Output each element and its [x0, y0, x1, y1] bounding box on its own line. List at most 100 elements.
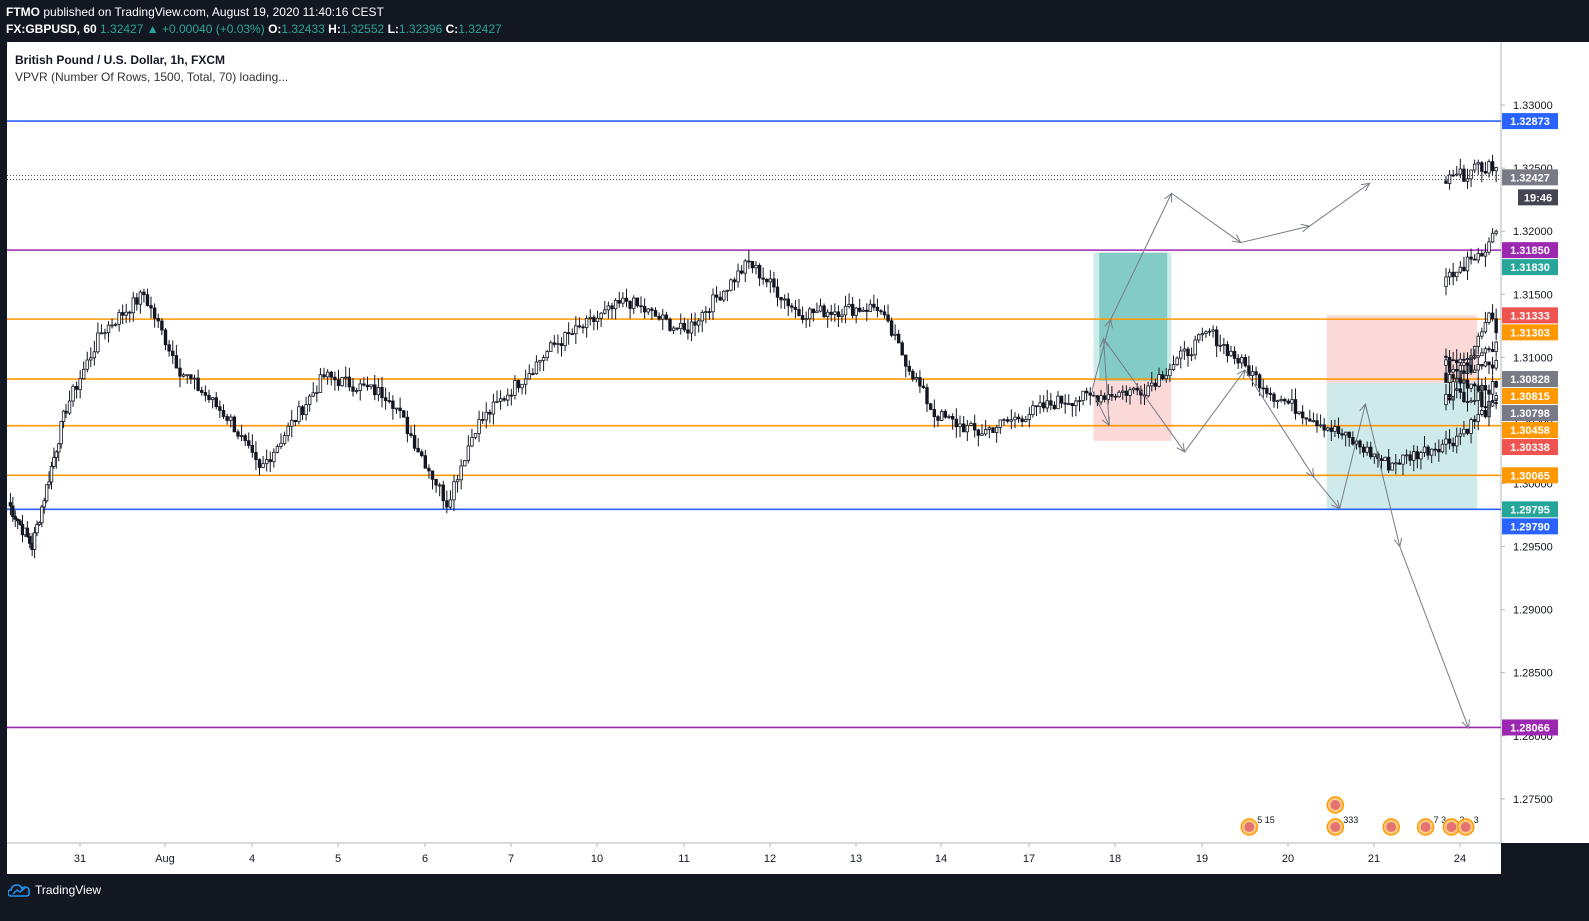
candle — [1340, 428, 1344, 440]
candle — [49, 461, 54, 490]
candle — [1419, 450, 1423, 470]
price-label-bg — [1502, 501, 1558, 518]
candle — [725, 289, 730, 302]
candle — [1429, 448, 1434, 464]
zone-long-target-filled[interactable] — [1099, 252, 1168, 381]
candle — [167, 340, 171, 357]
candle — [1401, 454, 1405, 476]
x-tick-label: 24 — [1454, 853, 1466, 865]
candle — [1469, 397, 1473, 404]
price-label-bg — [1502, 242, 1558, 259]
candle — [1200, 327, 1205, 342]
candle — [829, 304, 833, 322]
candle — [1189, 347, 1194, 362]
candle — [886, 304, 890, 323]
arrow-down-path-2[interactable] — [1103, 338, 1186, 453]
candle — [434, 478, 438, 493]
candle — [156, 313, 160, 329]
arrow-down-path-0[interactable] — [1091, 389, 1110, 426]
candle — [527, 364, 531, 380]
candle — [1465, 251, 1470, 280]
candle — [563, 331, 567, 352]
candle — [1483, 396, 1488, 419]
candle — [790, 303, 794, 313]
candle — [1361, 443, 1366, 458]
candle — [1275, 399, 1280, 409]
high-value: 1.32552 — [340, 22, 385, 36]
candle — [947, 414, 951, 420]
candle — [650, 306, 654, 321]
arrow-down-path-8[interactable] — [1399, 546, 1470, 729]
candle — [138, 290, 143, 314]
arrow-down-path-3[interactable] — [1184, 369, 1246, 453]
candle — [351, 377, 355, 397]
candle — [1451, 364, 1455, 378]
candle — [236, 429, 240, 440]
candle — [178, 358, 182, 388]
candle — [1490, 304, 1495, 322]
price-label: 1.31850 — [1510, 245, 1550, 257]
candle — [1494, 229, 1498, 236]
candle — [1476, 159, 1480, 176]
candle — [1494, 357, 1498, 371]
candle — [1462, 256, 1466, 272]
candle — [1013, 412, 1017, 429]
arrow-down-path-7[interactable] — [1364, 403, 1401, 547]
candle — [1347, 431, 1351, 447]
candle — [67, 390, 72, 415]
candle — [315, 385, 319, 403]
event-flag-icon — [1244, 822, 1255, 832]
candle — [1440, 439, 1445, 454]
candle — [78, 369, 82, 399]
arrow-up-path-4[interactable] — [1309, 182, 1370, 227]
candle — [1081, 390, 1085, 406]
zone-short-stop[interactable] — [1326, 315, 1478, 383]
legend-indicator[interactable]: VPVR (Number Of Rows, 1500, Total, 70) l… — [15, 70, 289, 84]
countdown-bg — [1518, 189, 1558, 206]
candle — [1394, 454, 1398, 475]
candle — [344, 366, 348, 388]
arrow-down-path-4[interactable] — [1244, 369, 1315, 478]
chart-canvas[interactable]: 1.330001.325001.320001.315001.310001.305… — [0, 42, 1589, 874]
candle — [423, 449, 428, 469]
candle — [613, 298, 618, 320]
tradingview-logo[interactable]: TradingView — [8, 883, 101, 897]
arrow-up-path-0[interactable] — [1091, 319, 1112, 391]
candle — [653, 307, 658, 317]
candle — [624, 288, 629, 308]
candle — [1304, 417, 1308, 426]
candle — [1472, 415, 1477, 429]
candle — [427, 464, 431, 479]
y-tick-label: 1.31500 — [1513, 289, 1553, 301]
publisher[interactable]: FTMO — [6, 5, 40, 19]
candle — [1483, 311, 1488, 334]
candle — [1480, 408, 1484, 417]
candle — [610, 302, 614, 320]
arrow-down-path-1[interactable] — [1103, 338, 1110, 426]
candle — [739, 265, 744, 275]
candle — [893, 324, 897, 341]
candle — [106, 321, 111, 343]
x-tick-label: 4 — [249, 853, 255, 865]
candle — [1254, 366, 1258, 387]
candle — [1476, 362, 1480, 380]
candle — [174, 344, 179, 369]
arrow-down-path-5[interactable] — [1313, 476, 1340, 510]
candle — [696, 318, 701, 333]
candle — [37, 521, 42, 526]
time-axis[interactable] — [7, 843, 1501, 874]
arrow-up-path-3[interactable] — [1240, 225, 1310, 244]
candle — [1175, 356, 1179, 366]
price-label-bg — [1502, 467, 1558, 484]
candle — [290, 410, 294, 438]
candle — [18, 519, 22, 526]
plot-area[interactable] — [7, 42, 1501, 843]
candle — [1077, 396, 1082, 412]
candle — [1480, 327, 1484, 340]
arrow-down-path-6[interactable] — [1339, 403, 1366, 509]
candle — [700, 309, 704, 333]
candle — [402, 409, 406, 418]
candle — [775, 278, 780, 307]
arrow-up-path-1[interactable] — [1110, 193, 1173, 320]
arrow-up-path-2[interactable] — [1171, 192, 1241, 243]
